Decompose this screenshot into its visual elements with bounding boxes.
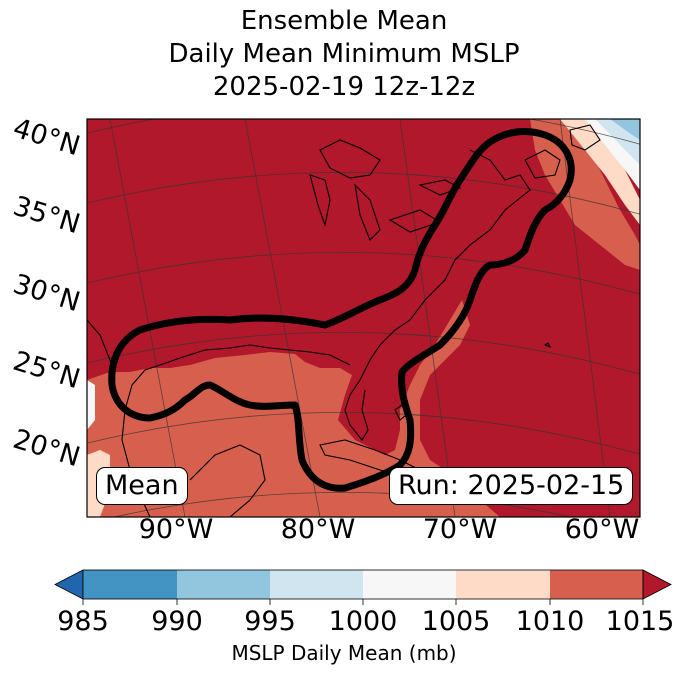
pressure-region-985-990 bbox=[610, 119, 640, 140]
colorbar-tick-1000: 1000 bbox=[328, 606, 398, 637]
title-line-1: Ensemble Mean bbox=[240, 6, 448, 36]
colorbar-tick-1005: 1005 bbox=[421, 606, 491, 637]
colorbar-bin-1010-1015 bbox=[550, 570, 643, 599]
lon-label-90w: 90°W bbox=[138, 514, 214, 545]
title-line-2: Daily Mean Minimum MSLP bbox=[168, 39, 520, 69]
colorbar-extend-high bbox=[642, 569, 672, 600]
colorbar-bin-1005-1010 bbox=[456, 570, 550, 599]
colorbar-bin-1000-1005 bbox=[363, 570, 456, 599]
colorbar-tick-995: 995 bbox=[244, 606, 296, 637]
colorbar-tick-990: 990 bbox=[151, 606, 203, 637]
map-frame bbox=[86, 118, 641, 518]
colorbar-tick-1010: 1010 bbox=[515, 606, 585, 637]
colorbar-bin-995-1000 bbox=[270, 570, 363, 599]
colorbar bbox=[54, 569, 672, 605]
lon-label-60w: 60°W bbox=[564, 514, 640, 545]
mean-badge: Mean bbox=[96, 467, 188, 505]
run-date-badge: Run: 2025-02-15 bbox=[389, 467, 634, 505]
title-line-3: 2025-02-19 12z-12z bbox=[212, 72, 476, 102]
lon-label-80w: 80°W bbox=[280, 514, 356, 545]
colorbar-extend-low bbox=[54, 569, 84, 600]
pressure-region-ne-1005-1010 bbox=[530, 119, 640, 270]
pressure-region-995-1000-w bbox=[87, 380, 95, 430]
colorbar-bin-990-995 bbox=[177, 570, 270, 599]
colorbar-tick-1015: 1015 bbox=[605, 606, 675, 637]
colorbar-bin-985-990 bbox=[83, 570, 177, 599]
colorbar-tick-985: 985 bbox=[57, 606, 109, 637]
pressure-contour-outline bbox=[108, 128, 575, 492]
colorbar-label: MSLP Daily Mean (mb) bbox=[231, 641, 457, 665]
lon-label-70w: 70°W bbox=[422, 514, 498, 545]
